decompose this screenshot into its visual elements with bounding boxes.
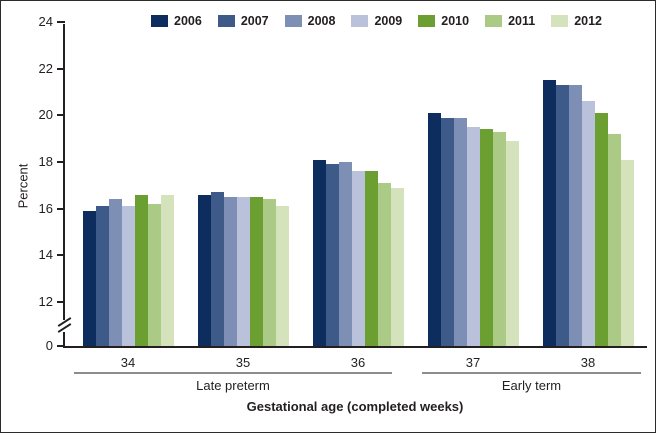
bar-2008-38 xyxy=(568,85,582,346)
bar-2008-35 xyxy=(223,197,237,346)
legend-item-2009: 2009 xyxy=(351,14,402,28)
legend-item-2011: 2011 xyxy=(485,14,535,28)
chart-legend: 2006 2007 2008 2009 2010 2011 2012 xyxy=(151,14,602,28)
bar-2006-35 xyxy=(197,194,211,346)
bar-2009-34 xyxy=(121,206,135,346)
y-tick-label: 12 xyxy=(38,294,53,309)
early-term-bracket-line xyxy=(422,372,641,374)
bar-2012-36 xyxy=(390,187,404,346)
legend-item-2010: 2010 xyxy=(418,14,469,28)
bar-2007-38 xyxy=(555,85,569,346)
y-tick xyxy=(57,114,65,117)
bar-2011-35 xyxy=(262,199,276,346)
legend-label: 2011 xyxy=(508,14,536,28)
bar-2012-34 xyxy=(160,194,174,346)
bar-2012-38 xyxy=(620,159,634,346)
legend-label: 2008 xyxy=(307,14,336,28)
bar-2007-34 xyxy=(95,206,109,346)
legend-label: 2012 xyxy=(574,14,602,28)
y-tick-label: 18 xyxy=(38,154,53,170)
bar-2008-34 xyxy=(108,199,122,346)
y-tick-label: 14 xyxy=(38,247,53,263)
bar-2011-37 xyxy=(492,131,506,346)
legend-item-2012: 2012 xyxy=(551,14,602,28)
y-tick xyxy=(57,254,65,257)
bar-2010-36 xyxy=(364,171,378,346)
x-axis-title: Gestational age (completed weeks) xyxy=(246,399,464,414)
y-tick xyxy=(57,345,65,347)
bar-2011-38 xyxy=(607,134,621,346)
legend-swatch-icon xyxy=(217,15,235,27)
bar-2010-35 xyxy=(249,197,263,346)
legend-swatch-icon xyxy=(418,15,436,27)
x-category-label: 35 xyxy=(235,355,251,370)
legend-item-2008: 2008 xyxy=(284,14,336,28)
plot-area: 0 12 14 16 18 20 22 24 34 35 36 37 38 xyxy=(39,15,647,370)
y-tick xyxy=(57,207,65,210)
bar-2009-36 xyxy=(351,171,365,346)
bar-2009-35 xyxy=(236,197,250,346)
late-preterm-bracket-line xyxy=(74,372,392,374)
legend-swatch-icon xyxy=(151,15,168,27)
bar-2006-37 xyxy=(427,113,441,346)
late-preterm-label: Late preterm xyxy=(196,378,270,393)
bar-2012-35 xyxy=(275,206,289,346)
legend-swatch-icon xyxy=(351,15,369,27)
bar-2006-38 xyxy=(542,80,556,346)
bar-2009-38 xyxy=(581,101,595,346)
y-tick xyxy=(57,161,65,164)
bar-2010-34 xyxy=(134,194,148,346)
bar-2007-35 xyxy=(210,192,224,346)
x-category-label: 38 xyxy=(580,355,596,370)
bar-2011-34 xyxy=(147,204,161,346)
legend-item-2007: 2007 xyxy=(217,14,269,28)
y-tick-label: 0 xyxy=(45,338,53,353)
legend-swatch-icon xyxy=(284,15,302,27)
bar-2011-36 xyxy=(377,183,391,346)
y-tick-label: 16 xyxy=(38,200,53,216)
legend-item-2006: 2006 xyxy=(151,14,202,28)
bar-2010-38 xyxy=(594,113,608,346)
bar-2010-37 xyxy=(479,129,493,346)
legend-label: 2007 xyxy=(240,14,269,28)
y-tick-label: 22 xyxy=(38,60,53,76)
bar-2008-36 xyxy=(338,162,352,346)
y-tick-label: 24 xyxy=(38,14,53,30)
legend-label: 2010 xyxy=(441,14,470,28)
y-tick xyxy=(57,67,65,70)
x-category-label: 36 xyxy=(350,355,366,370)
bar-2009-37 xyxy=(466,127,480,346)
bar-2006-34 xyxy=(82,211,96,346)
bar-2007-36 xyxy=(325,164,339,346)
bar-2012-37 xyxy=(505,141,519,346)
y-tick xyxy=(57,301,65,303)
x-category-label: 34 xyxy=(120,355,136,370)
x-category-label: 37 xyxy=(465,355,481,370)
legend-label: 2009 xyxy=(374,14,403,28)
legend-swatch-icon xyxy=(551,15,569,27)
early-term-label: Early term xyxy=(501,378,562,393)
legend-label: 2006 xyxy=(174,14,202,28)
legend-swatch-icon xyxy=(485,15,503,27)
bar-2008-37 xyxy=(453,117,467,346)
bar-2006-36 xyxy=(312,159,326,346)
y-tick xyxy=(57,21,65,24)
y-tick-label: 20 xyxy=(38,107,53,123)
bar-2007-37 xyxy=(440,117,454,346)
